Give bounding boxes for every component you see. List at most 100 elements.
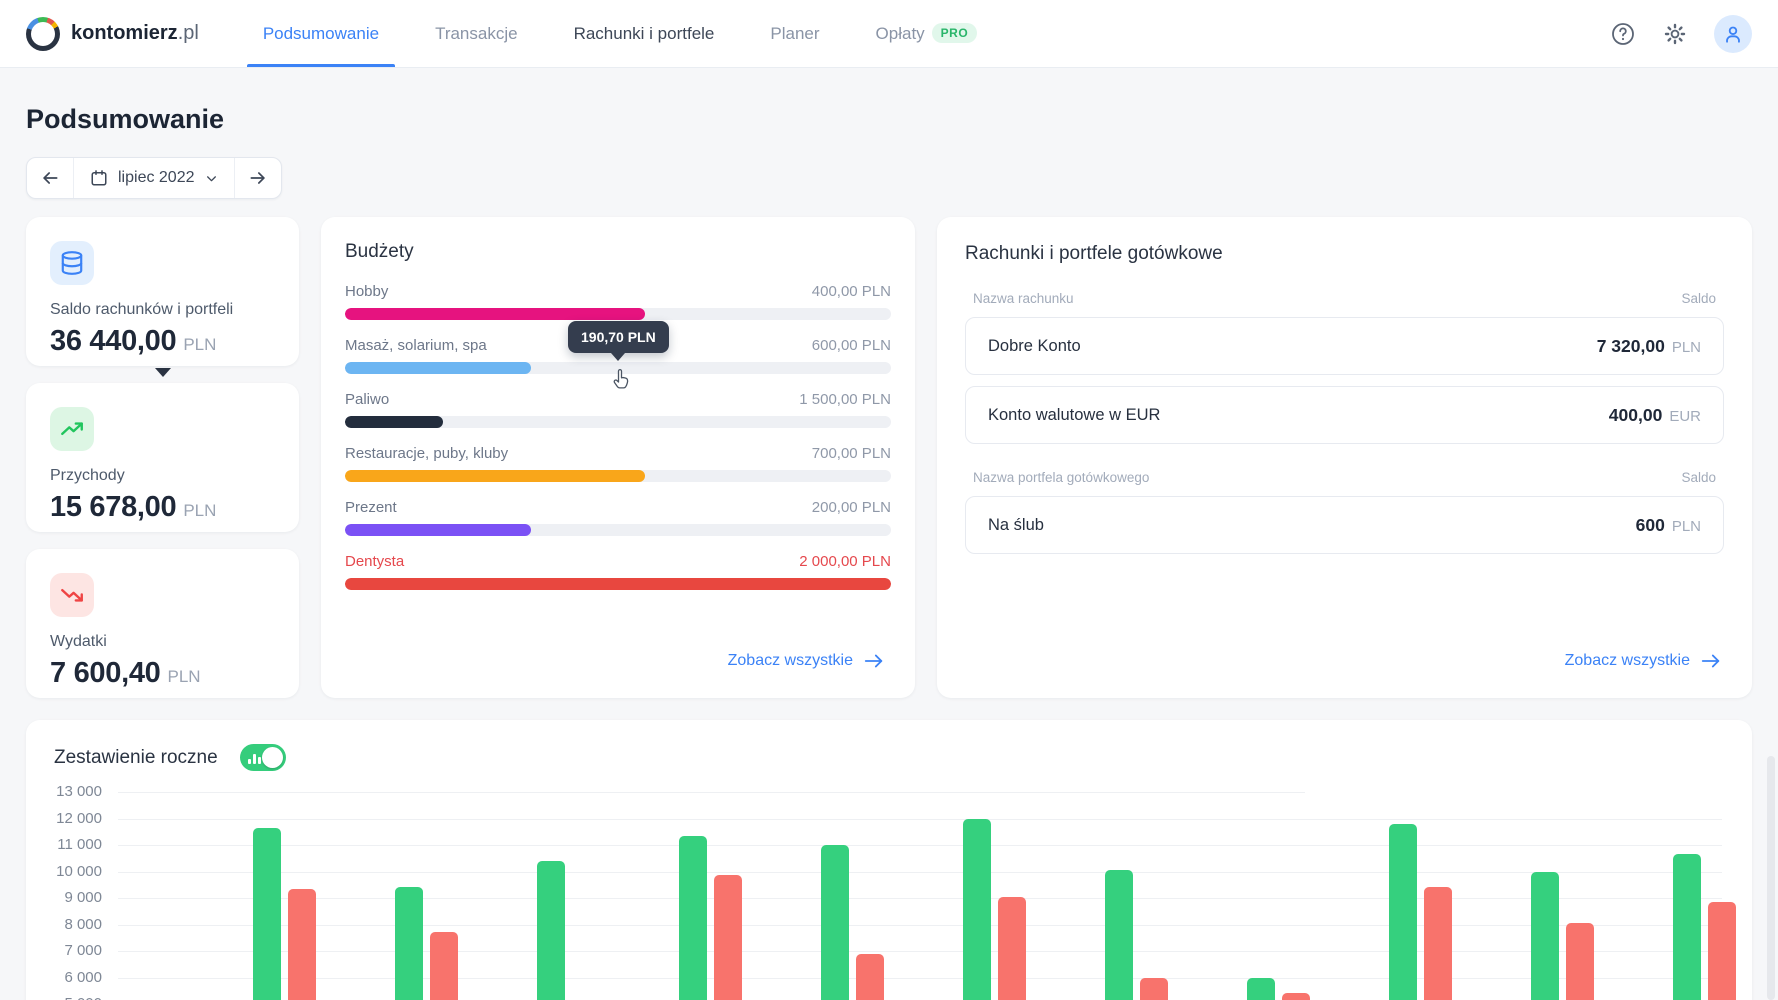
yearly-summary-title: Zestawienie roczne (54, 746, 218, 768)
budget-progress-fill (345, 308, 646, 320)
brand-name-main: kontomierz (71, 22, 178, 44)
accounts-see-all-link[interactable]: Zobacz wszystkie (1565, 650, 1722, 672)
calendar-icon (91, 170, 107, 186)
gridline (118, 845, 1722, 846)
brand-name-tld: .pl (177, 22, 199, 44)
balance-currency: PLN (183, 335, 217, 354)
budget-name: Restauracje, puby, kluby (345, 445, 509, 462)
wallet-amount: 600 (1635, 514, 1665, 535)
nav-item[interactable]: Podsumowanie (246, 0, 396, 67)
divider (233, 158, 235, 198)
period-picker: lipiec 2022 (26, 157, 282, 199)
income-bar[interactable] (1105, 870, 1133, 1000)
spacer (965, 444, 1724, 458)
y-axis-tick-label: 12 000 (56, 809, 102, 827)
vertical-scrollbar[interactable] (1767, 756, 1775, 1000)
expense-bar[interactable] (1708, 901, 1736, 1000)
yearly-summary-header: Zestawienie roczne (54, 744, 1724, 771)
budget-row[interactable]: Paliwo 1 500,00 PLN (345, 391, 891, 445)
income-bar[interactable] (1247, 977, 1275, 1000)
income-bar[interactable] (395, 887, 423, 1000)
expense-bar[interactable] (1282, 993, 1310, 1000)
income-bar[interactable] (963, 818, 991, 1000)
budget-row[interactable]: Hobby 400,00 PLN (345, 283, 891, 337)
budget-progress-fill (345, 362, 531, 374)
pro-badge: PRO (931, 22, 978, 43)
yearly-bar-chart[interactable]: 13 000 12 000 11 000 10 000 9 000 8 000 7 000 6… (56, 783, 1736, 1000)
wallets-header-row: Nazwa portfela gotówkowego Saldo (965, 470, 1724, 485)
income-bar[interactable] (679, 835, 707, 1000)
expense-bar[interactable] (1140, 977, 1168, 1000)
y-axis-tick-label: 10 000 (56, 862, 102, 880)
nav-item[interactable]: Rachunki i portfele (574, 0, 715, 67)
income-bar[interactable] (1389, 823, 1417, 1000)
budget-row-head: Paliwo 1 500,00 PLN (345, 391, 891, 408)
income-bar[interactable] (253, 827, 281, 1000)
income-bar[interactable] (1531, 871, 1559, 1000)
arrow-right-icon (864, 654, 883, 668)
nav-item[interactable]: Transakcje (435, 0, 518, 67)
budget-limit: 1 500,00 PLN (799, 391, 891, 408)
balance-label: Saldo rachunków i portfeli (50, 301, 234, 318)
budget-row-head: Masaż, solarium, spa 600,00 PLN (345, 337, 891, 354)
month-selector[interactable]: lipiec 2022 (74, 169, 234, 187)
expenses-amount: 7 600,40 (50, 657, 161, 689)
see-all-label: Zobacz wszystkie (1564, 652, 1690, 669)
balance-value: 36 440,00 PLN (50, 325, 275, 358)
arrow-right-icon (1701, 654, 1720, 668)
nav-item-label: Rachunki i portfele (573, 23, 715, 43)
balance-card[interactable]: Saldo rachunków i portfeli 36 440,00 PLN (26, 217, 299, 366)
expense-bar[interactable] (288, 888, 316, 1000)
user-avatar[interactable] (1714, 14, 1752, 53)
nav-item-label: Opłaty (875, 23, 925, 43)
budget-row[interactable]: Restauracje, puby, kluby 700,00 PLN (345, 445, 891, 499)
wallet-row[interactable]: Na ślub 600 PLN (965, 496, 1724, 554)
next-month-button[interactable] (235, 158, 281, 198)
income-bar[interactable] (821, 845, 849, 1000)
y-axis-tick-label: 13 000 (56, 783, 102, 800)
account-name-header: Nazwa rachunku (973, 291, 1074, 306)
budget-row[interactable]: Dentysta 2 000,00 PLN (345, 553, 891, 607)
account-row[interactable]: Dobre Konto 7 320,00 PLN (965, 317, 1724, 375)
saldo-header: Saldo (1681, 291, 1716, 306)
budget-limit: 200,00 PLN (811, 499, 891, 516)
budget-progress-fill (345, 524, 531, 536)
budgets-see-all-link[interactable]: Zobacz wszystkie (728, 650, 885, 672)
income-label: Przychody (50, 467, 125, 484)
expense-bar[interactable] (998, 896, 1026, 1000)
previous-month-button[interactable] (27, 158, 73, 198)
income-bar[interactable] (1673, 854, 1701, 1000)
expense-bar[interactable] (1424, 887, 1452, 1000)
hand-cursor-icon (609, 367, 633, 396)
budget-name: Hobby (345, 283, 389, 300)
expense-bar[interactable] (430, 932, 458, 1000)
gear-icon[interactable] (1662, 21, 1688, 47)
chart-mode-toggle[interactable] (239, 744, 286, 771)
expense-bar[interactable] (1566, 923, 1594, 1000)
gridline (118, 871, 1722, 873)
budget-row[interactable]: Prezent 200,00 PLN (345, 499, 891, 553)
budget-row-head: Dentysta 2 000,00 PLN (345, 553, 891, 570)
selected-period-label: lipiec 2022 (118, 169, 195, 186)
expenses-value: 7 600,40 PLN (50, 657, 275, 690)
accounts-header-row: Nazwa rachunku Saldo (965, 291, 1724, 306)
expense-bar[interactable] (714, 875, 742, 1000)
budget-list: Hobby 400,00 PLN Masaż, solarium, spa 60… (345, 283, 891, 607)
account-row[interactable]: Konto walutowe w EUR 400,00 EUR (965, 386, 1724, 444)
income-bar[interactable] (537, 860, 565, 1000)
expenses-card[interactable]: Wydatki 7 600,40 PLN (26, 549, 299, 698)
gridline (118, 792, 1305, 793)
brand-logo[interactable]: kontomierz.pl (26, 16, 199, 51)
nav-item[interactable]: Opłaty PRO (876, 0, 978, 67)
budget-row[interactable]: Masaż, solarium, spa 600,00 PLN (345, 337, 891, 391)
summary-column: Saldo rachunków i portfeli 36 440,00 PLN … (26, 217, 299, 698)
income-card[interactable]: Przychody 15 678,00 PLN (26, 383, 299, 532)
y-axis-tick-label: 5 000 (64, 995, 102, 1000)
expense-bar[interactable] (856, 953, 884, 1000)
bar-chart-icon (247, 754, 261, 764)
help-icon[interactable] (1610, 21, 1636, 47)
kontomierz-logo-icon (26, 16, 60, 51)
nav-item[interactable]: Planer (770, 0, 819, 67)
budget-progress-track (345, 362, 891, 374)
account-balance: 7 320,00 PLN (1597, 336, 1701, 357)
